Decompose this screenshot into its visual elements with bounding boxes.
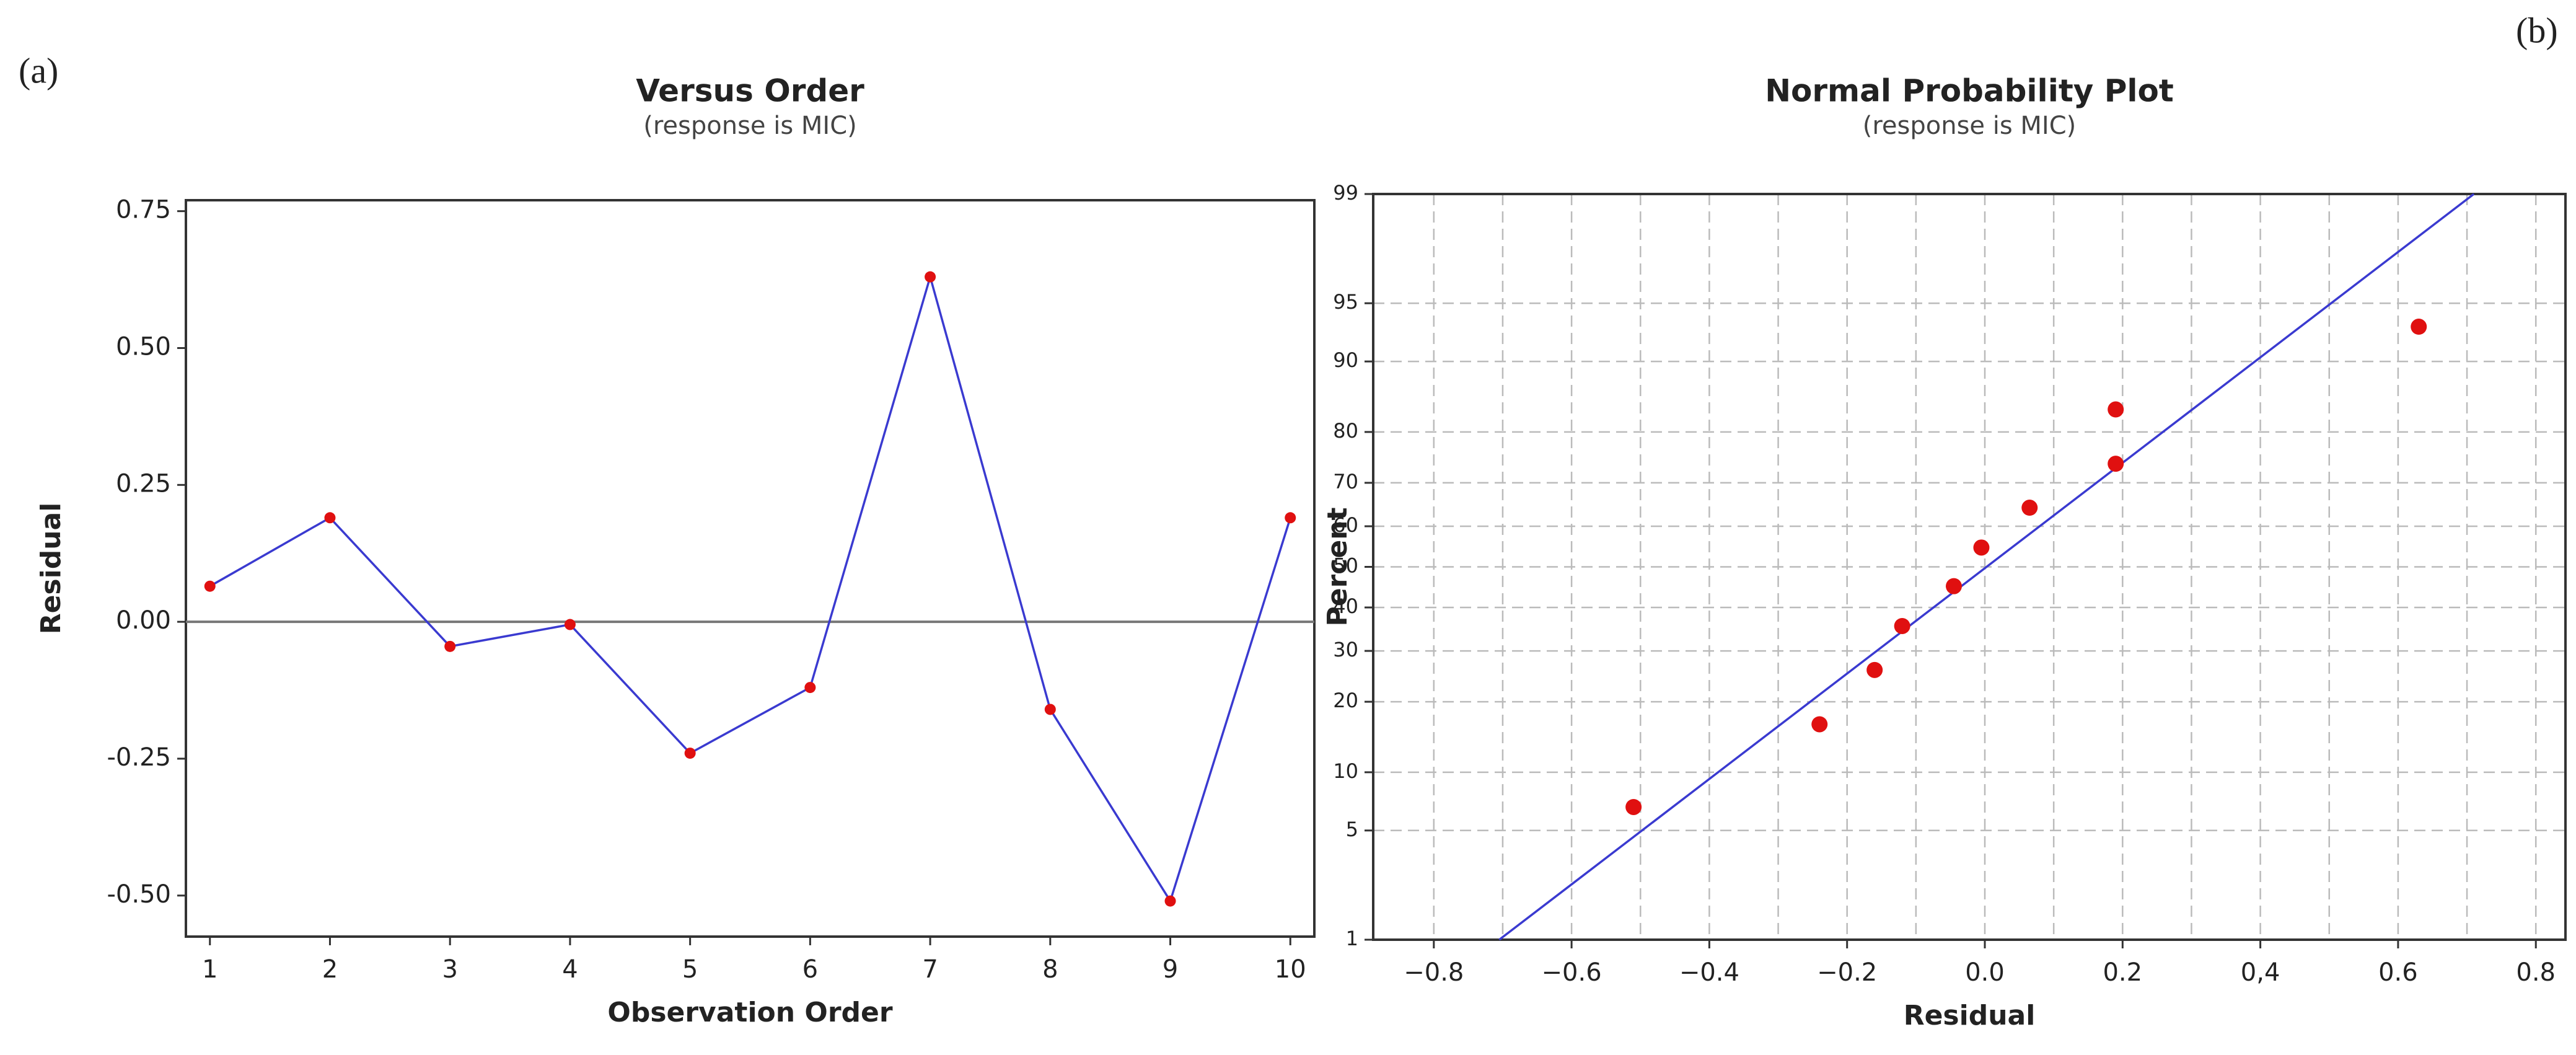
- data-point: [1044, 704, 1056, 715]
- data-point: [2411, 319, 2427, 335]
- y-tick-label: 70: [1333, 470, 1358, 493]
- data-point: [444, 640, 456, 652]
- y-tick-label: 0.75: [116, 196, 171, 224]
- fit-line: [1498, 193, 2475, 941]
- chart-subtitle: (response is MIC): [1863, 112, 2077, 140]
- y-tick-label: 30: [1333, 638, 1358, 661]
- x-tick-label: −0.2: [1817, 958, 1877, 987]
- y-tick-label: 20: [1333, 689, 1358, 712]
- y-tick-label: 95: [1333, 290, 1358, 314]
- x-tick-label: 0,4: [2241, 958, 2280, 987]
- data-point: [1894, 617, 1910, 634]
- y-tick-label: 40: [1333, 594, 1358, 618]
- x-axis-label: Observation Order: [607, 997, 892, 1028]
- y-tick-label: 0.25: [116, 469, 171, 498]
- x-axis-label: Residual: [1904, 1000, 2036, 1031]
- chart-title: Normal Probability Plot: [1765, 73, 2174, 109]
- panel-label: (b): [2516, 10, 2558, 50]
- chart-title: Versus Order: [636, 73, 864, 109]
- y-axis-label: Percent: [1322, 507, 1353, 626]
- plot-frame: [1372, 193, 2567, 941]
- y-tick-label: -0.25: [107, 743, 172, 772]
- data-point: [1285, 512, 1296, 524]
- data-point: [204, 580, 216, 592]
- data-point: [2021, 500, 2038, 516]
- data-point: [324, 512, 336, 524]
- panel-label: (a): [19, 50, 58, 90]
- data-point: [2108, 456, 2124, 472]
- data-point: [564, 619, 576, 630]
- x-tick-label: 5: [682, 955, 698, 984]
- x-tick-label: 0.2: [2103, 958, 2142, 987]
- plot-frame: [185, 199, 1316, 938]
- data-point: [2108, 401, 2124, 418]
- x-tick-label: 0.0: [1965, 958, 2005, 987]
- y-tick-label: 5: [1346, 818, 1358, 841]
- x-tick-label: 2: [322, 955, 338, 984]
- y-tick-label: 0.50: [116, 332, 171, 361]
- data-point: [684, 748, 696, 759]
- y-tick-label: 10: [1333, 759, 1358, 783]
- data-point: [1625, 798, 1642, 815]
- data-point: [1973, 539, 1990, 556]
- x-tick-label: 0.6: [2378, 958, 2418, 987]
- x-tick-label: 1: [202, 955, 218, 984]
- x-tick-label: 3: [442, 955, 457, 984]
- x-tick-label: 6: [802, 955, 818, 984]
- x-tick-label: 10: [1275, 955, 1306, 984]
- x-tick-label: 9: [1163, 955, 1178, 984]
- x-tick-label: −0.8: [1404, 958, 1464, 987]
- x-tick-label: 8: [1042, 955, 1058, 984]
- y-tick-label: 80: [1333, 419, 1358, 443]
- data-point: [1164, 895, 1176, 907]
- x-tick-label: −0.4: [1679, 958, 1739, 987]
- y-axis-label: Residual: [35, 503, 67, 635]
- data-point: [1945, 578, 1962, 594]
- data-point: [1866, 661, 1883, 678]
- x-tick-label: −0.6: [1542, 958, 1602, 987]
- y-tick-label: 1: [1346, 927, 1358, 950]
- data-point: [1811, 716, 1828, 733]
- y-tick-label: 0.00: [116, 606, 171, 635]
- data-point: [804, 682, 816, 694]
- y-tick-label: 50: [1333, 554, 1358, 578]
- y-tick-label: 99: [1333, 181, 1358, 205]
- x-tick-label: 4: [562, 955, 578, 984]
- x-tick-label: 7: [922, 955, 938, 984]
- y-tick-label: 60: [1333, 513, 1358, 537]
- y-tick-label: -0.50: [107, 880, 172, 909]
- data-line: [209, 273, 1291, 904]
- chart-subtitle: (response is MIC): [643, 112, 857, 140]
- data-point: [925, 271, 936, 283]
- x-tick-label: 0.8: [2516, 958, 2556, 987]
- y-tick-label: 90: [1333, 348, 1358, 372]
